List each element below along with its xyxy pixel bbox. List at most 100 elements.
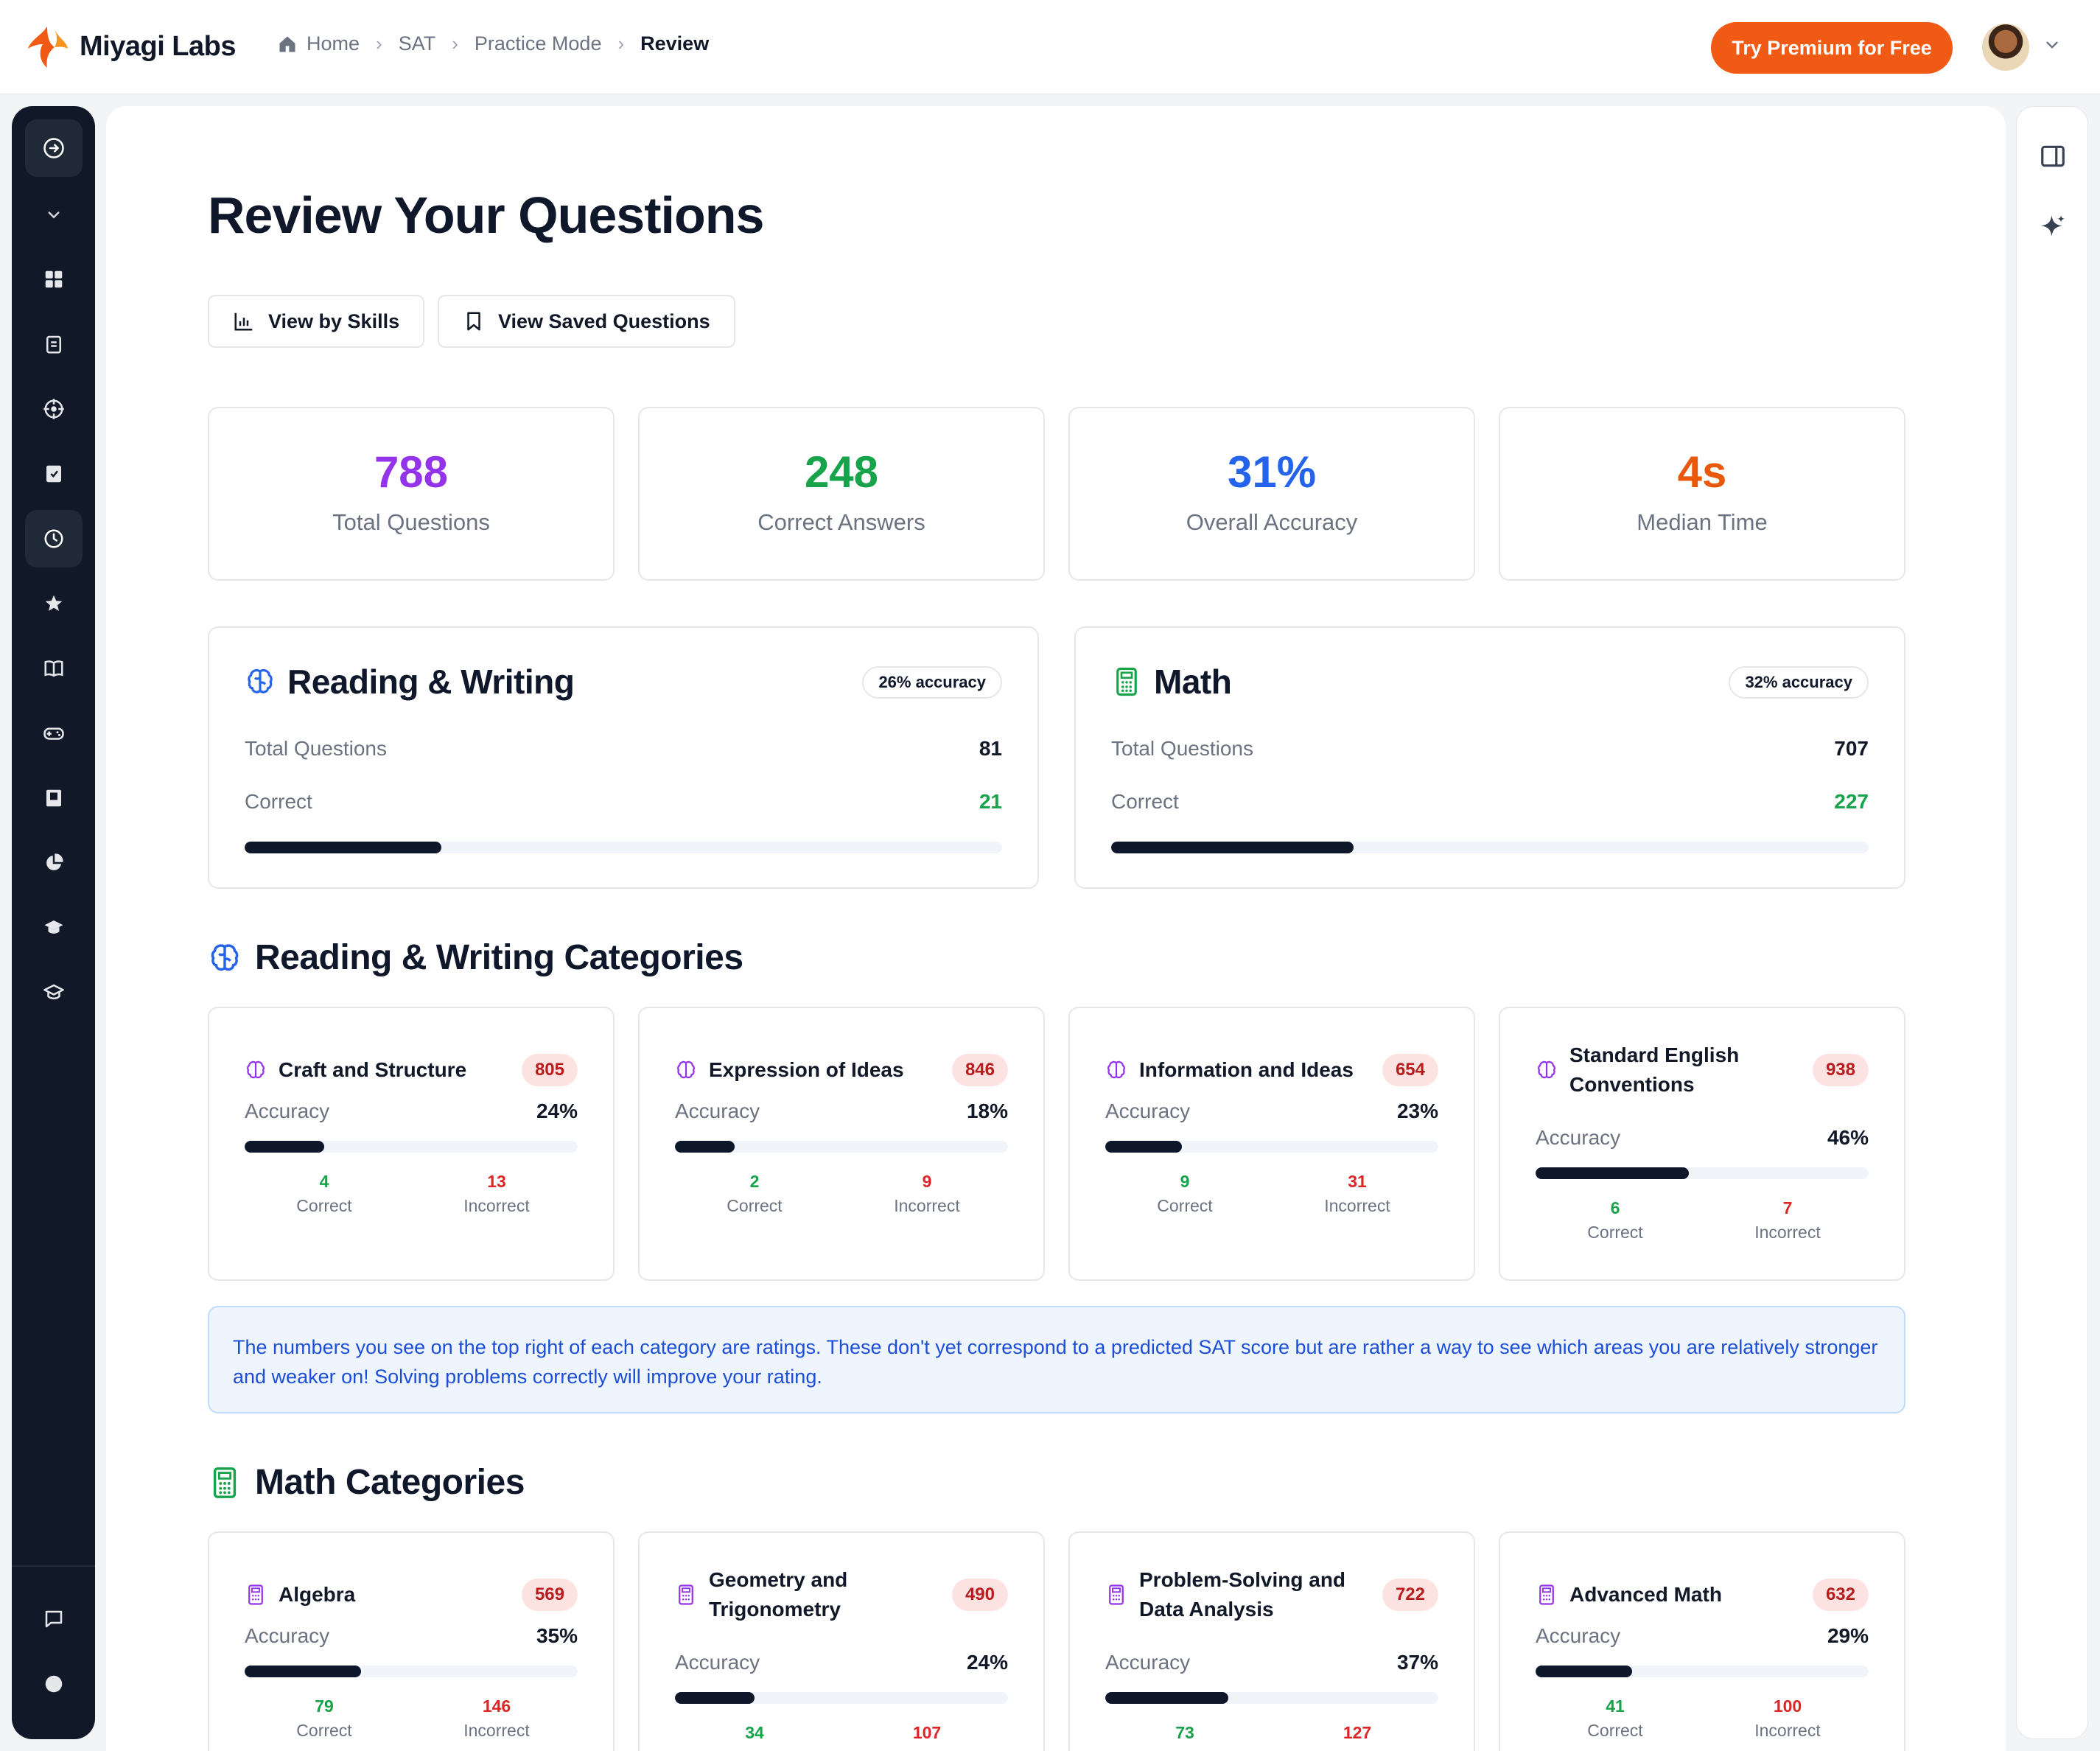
sidebar-item-feedback[interactable] <box>25 1590 83 1648</box>
correct-value: 9 <box>1180 1172 1190 1191</box>
sidebar-item-notebook[interactable] <box>25 445 83 503</box>
brand-name: Miyagi Labs <box>80 30 237 62</box>
rating-badge: 632 <box>1812 1579 1869 1611</box>
row-label: Correct <box>1111 790 1179 813</box>
category-card[interactable]: Geometry and Trigonometry 490 Accuracy 24% 3… <box>638 1531 1045 1751</box>
brain-icon <box>247 1060 265 1079</box>
book-open-icon <box>44 660 63 677</box>
chevron-down-icon[interactable] <box>2043 35 2062 55</box>
incorrect-count: 31 Incorrect <box>1284 1172 1431 1216</box>
view-saved-questions-button[interactable]: View Saved Questions <box>438 295 735 348</box>
category-header: Standard English Conventions 938 <box>1536 1039 1869 1101</box>
category-name: Information and Ideas <box>1139 1058 1354 1081</box>
accuracy-label: Accuracy <box>1536 1126 1621 1149</box>
accuracy-value: 18% <box>966 1100 1008 1122</box>
chevron-right-icon: › <box>617 32 625 55</box>
accuracy-value: 24% <box>966 1651 1008 1674</box>
category-card[interactable]: Algebra 569 Accuracy 35% 79 Correct 146 Incorre… <box>208 1531 615 1751</box>
correct-count: 9 Correct <box>1111 1172 1259 1216</box>
incorrect-label: Incorrect <box>463 1196 530 1215</box>
sidebar-item-tests[interactable] <box>25 315 83 373</box>
rating-badge: 490 <box>951 1579 1008 1611</box>
stat-card-median-time: 4s Median Time <box>1499 407 1905 581</box>
incorrect-label: Incorrect <box>1754 1721 1821 1740</box>
chevron-down-icon <box>48 212 60 219</box>
ai-sparkle-icon[interactable] <box>2039 213 2067 241</box>
row-value: 227 <box>1834 790 1869 813</box>
brain-icon <box>1107 1060 1125 1079</box>
incorrect-count: 107 Incorrect <box>853 1723 1001 1751</box>
incorrect-label: Incorrect <box>894 1196 960 1215</box>
calculator-icon <box>248 1584 263 1605</box>
sidebar-item-courses[interactable] <box>25 899 83 957</box>
accuracy-value: 23% <box>1396 1100 1438 1122</box>
section-header: Reading & Writing <box>245 662 575 702</box>
sidebar-expand-button[interactable] <box>25 119 83 177</box>
correct-label: Correct <box>727 1196 783 1215</box>
brand-logo[interactable]: Miyagi Labs <box>25 22 237 71</box>
correct-row: Correct 227 <box>1111 790 1869 814</box>
category-card[interactable]: Problem-Solving and Data Analysis 722 Accu… <box>1068 1531 1475 1751</box>
calculator-icon <box>213 1467 237 1498</box>
section-title: Reading & Writing <box>287 663 575 701</box>
view-by-skills-label: View by Skills <box>268 310 400 332</box>
category-card[interactable]: Advanced Math 632 Accuracy 29% 41 Correct 100 I… <box>1499 1531 1905 1751</box>
incorrect-value: 100 <box>1773 1696 1802 1716</box>
category-card[interactable]: Information and Ideas 654 Accuracy 23% 9 Corr… <box>1068 1007 1475 1281</box>
sidebar-item-college[interactable] <box>25 964 83 1021</box>
brain-icon <box>677 1060 695 1079</box>
correct-value: 34 <box>745 1723 764 1742</box>
correct-count: 6 Correct <box>1541 1198 1689 1243</box>
accuracy-value: 37% <box>1396 1651 1438 1674</box>
stat-value: 248 <box>804 447 879 497</box>
sidebar-item-dashboard[interactable] <box>25 251 83 308</box>
home-icon <box>279 36 295 52</box>
breadcrumb-label: SAT <box>398 32 436 55</box>
category-name: Problem-Solving and Data Analysis <box>1139 1568 1346 1621</box>
sidebar-item-theme[interactable] <box>25 1655 83 1713</box>
avatar[interactable] <box>1982 24 2029 71</box>
breadcrumb-practice-mode[interactable]: Practice Mode <box>475 32 602 55</box>
breadcrumb-sat[interactable]: SAT <box>399 32 436 55</box>
brain-icon <box>211 943 239 971</box>
category-card[interactable]: Expression of Ideas 846 Accuracy 18% 2 Correc… <box>638 1007 1045 1281</box>
correct-label: Correct <box>1587 1223 1643 1242</box>
incorrect-value: 13 <box>487 1172 506 1191</box>
rating-badge: 654 <box>1382 1054 1438 1086</box>
correct-value: 2 <box>749 1172 760 1191</box>
sidebar-item-games[interactable] <box>25 705 83 762</box>
sidebar-item-practice[interactable] <box>25 380 83 438</box>
progress-fill <box>1536 1666 1633 1677</box>
stat-value: 788 <box>374 447 449 497</box>
category-card[interactable]: Standard English Conventions 938 Accuracy 4… <box>1499 1007 1905 1281</box>
panel-toggle-icon[interactable] <box>2039 142 2067 170</box>
row-label: Total Questions <box>1111 737 1253 760</box>
expand-arrow-icon <box>43 138 64 158</box>
target-icon <box>43 399 64 419</box>
accuracy-row: Accuracy 23% <box>1105 1100 1438 1123</box>
sidebar-collapse-toggle[interactable] <box>25 186 83 243</box>
try-premium-button[interactable]: Try Premium for Free <box>1711 22 1953 74</box>
main-content: Review Your Questions View by Skills Vie… <box>106 106 2006 1751</box>
theme-toggle-icon <box>45 1675 63 1693</box>
heading-text: Reading & Writing Categories <box>255 938 743 977</box>
sidebar-item-lessons[interactable] <box>25 640 83 697</box>
breadcrumb-label: Practice Mode <box>474 32 602 55</box>
sidebar-item-analytics[interactable] <box>25 834 83 892</box>
category-header: Expression of Ideas 846 <box>675 1039 1008 1101</box>
sidebar-item-saved[interactable] <box>25 575 83 632</box>
sidebar-item-library[interactable] <box>25 769 83 827</box>
stat-label: Median Time <box>1637 509 1768 535</box>
accuracy-row: Accuracy 18% <box>675 1100 1008 1123</box>
clock-icon <box>44 529 63 548</box>
sidebar-item-review[interactable] <box>25 510 83 567</box>
progress-bar <box>675 1141 1008 1153</box>
incorrect-value: 127 <box>1343 1723 1372 1742</box>
category-card[interactable]: Craft and Structure 805 Accuracy 24% 4 Correc… <box>208 1007 615 1281</box>
incorrect-count: 127 Incorrect <box>1284 1723 1431 1751</box>
view-by-skills-button[interactable]: View by Skills <box>208 295 425 348</box>
miyagi-logo-icon <box>28 27 68 68</box>
correct-count: 73 Correct <box>1111 1723 1259 1751</box>
progress-fill <box>245 1141 325 1153</box>
breadcrumb-home[interactable]: Home <box>277 32 360 55</box>
